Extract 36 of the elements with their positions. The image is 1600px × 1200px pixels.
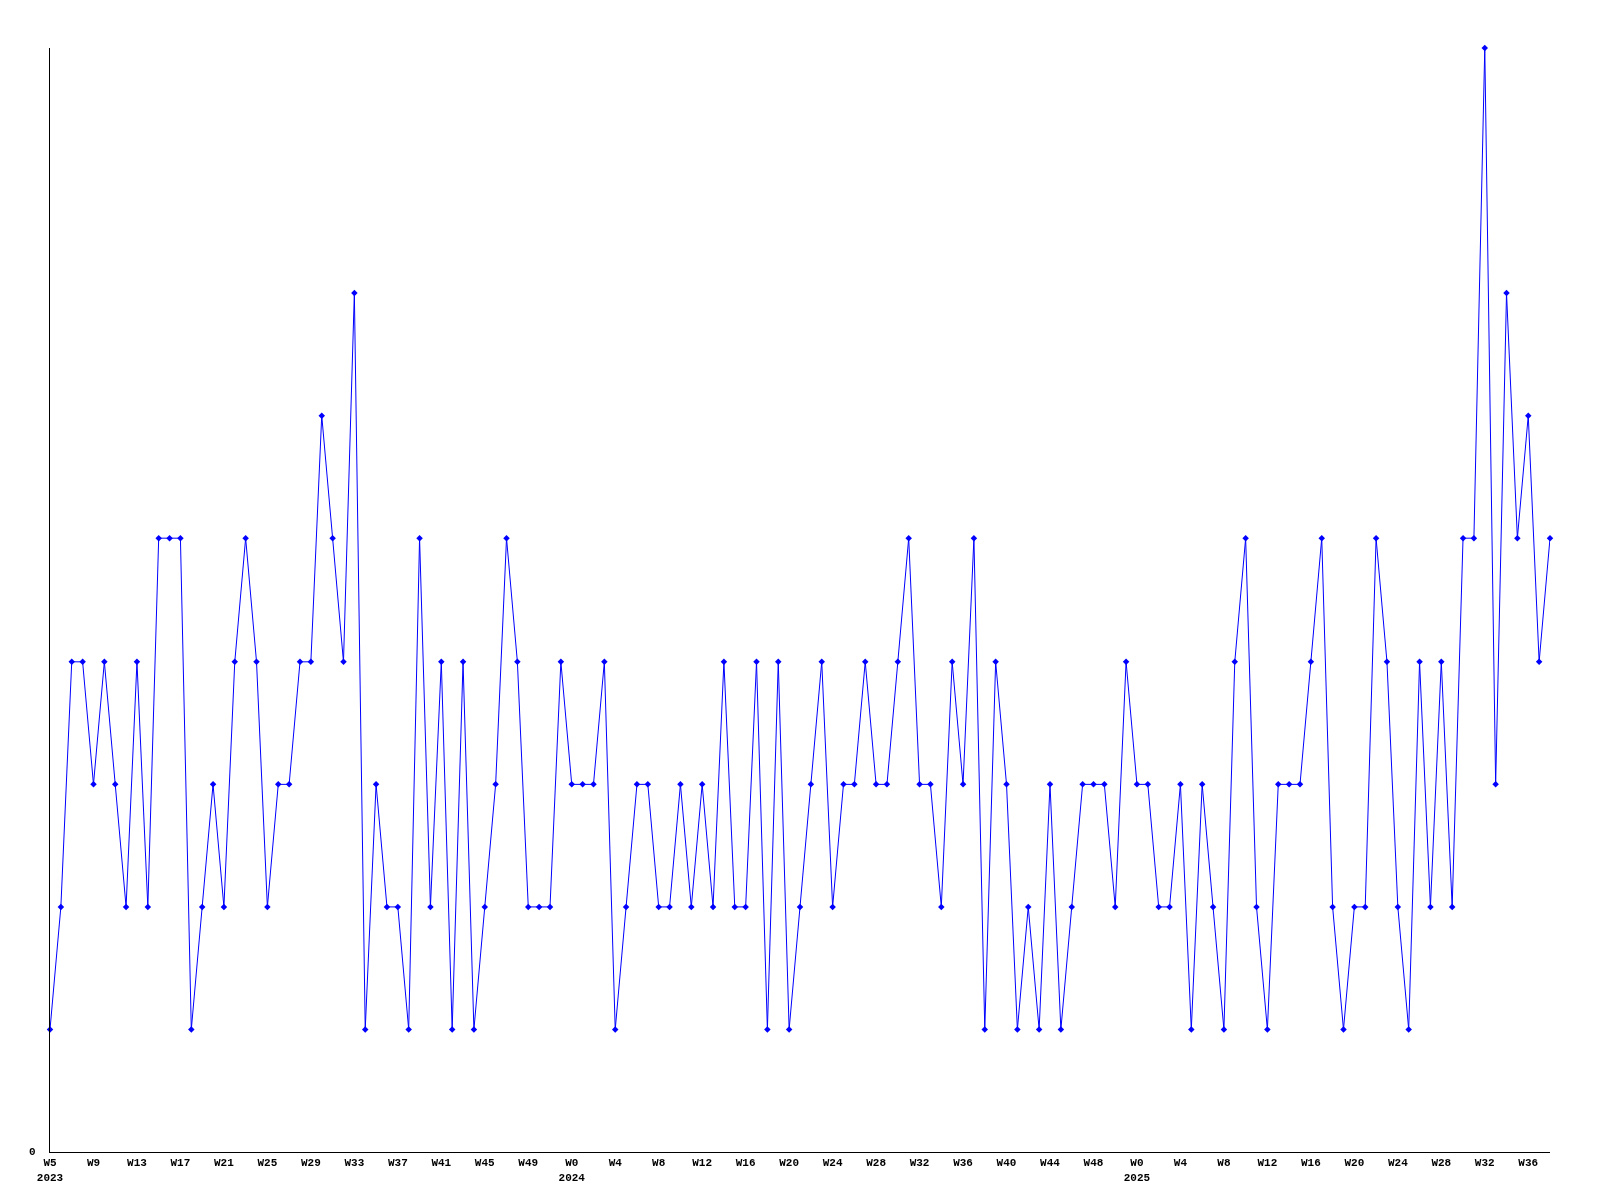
- x-tick-label: W24: [822, 1157, 843, 1170]
- x-tick-label: W41: [431, 1157, 452, 1170]
- x-tick-label: W4: [608, 1157, 623, 1170]
- x-tick-label: W37: [387, 1157, 408, 1170]
- x-tick-label: W12: [692, 1157, 713, 1170]
- x-tick-label: W5 2023: [36, 1157, 64, 1184]
- x-tick-label: W0 2025: [1123, 1157, 1151, 1184]
- x-tick-label: W16: [735, 1157, 756, 1170]
- x-tick-label: W17: [170, 1157, 191, 1170]
- x-tick-label: W8: [652, 1157, 666, 1170]
- x-tick-label: W40: [996, 1157, 1017, 1170]
- x-tick-label: W36: [1518, 1157, 1539, 1170]
- x-tick-label: W49: [518, 1157, 539, 1170]
- x-tick-label: W29: [300, 1157, 321, 1170]
- x-tick-label: W28: [1431, 1157, 1452, 1170]
- x-tick-label: W21: [214, 1157, 235, 1170]
- x-tick-label: W36: [953, 1157, 973, 1170]
- x-tick-label: W16: [1300, 1157, 1321, 1170]
- x-tick-label: W32: [1474, 1157, 1495, 1170]
- x-tick-label: W25: [257, 1157, 278, 1170]
- x-tick-label: W20: [779, 1157, 800, 1170]
- x-tick-label: W32: [909, 1157, 930, 1170]
- x-tick-label: W24: [1387, 1157, 1409, 1170]
- x-tick-label: W28: [866, 1157, 887, 1170]
- x-tick-label: W44: [1040, 1157, 1061, 1170]
- x-tick-label: W45: [474, 1157, 496, 1170]
- x-tick-label: W12: [1257, 1157, 1278, 1170]
- x-tick-label: W4: [1173, 1157, 1188, 1170]
- x-tick-label: W8: [1217, 1157, 1231, 1170]
- x-tick-label: W9: [86, 1157, 101, 1170]
- x-tick-label: W13: [127, 1157, 148, 1170]
- x-tick-label: W48: [1083, 1157, 1104, 1170]
- x-tick-label: W0 2024: [558, 1157, 586, 1184]
- x-tick-label: W20: [1344, 1157, 1365, 1170]
- x-tick-label: W33: [344, 1157, 365, 1170]
- text: 0: [29, 1146, 36, 1158]
